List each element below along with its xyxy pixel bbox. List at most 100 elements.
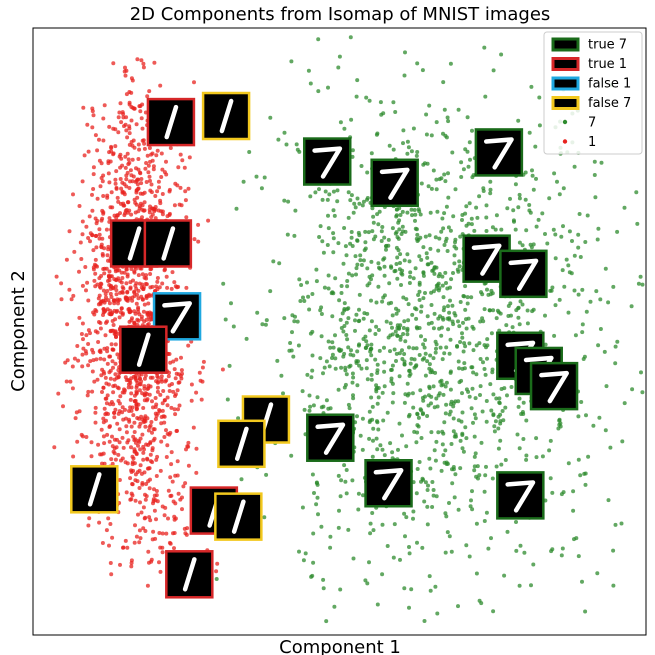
point-1 bbox=[116, 386, 121, 391]
point-7 bbox=[456, 269, 461, 274]
point-7 bbox=[524, 228, 529, 233]
point-7 bbox=[516, 404, 521, 409]
point-1 bbox=[170, 479, 175, 484]
point-7 bbox=[349, 230, 354, 234]
point-7 bbox=[301, 558, 306, 563]
point-1 bbox=[137, 104, 142, 109]
point-1 bbox=[140, 297, 145, 302]
point-7 bbox=[345, 279, 350, 283]
point-7 bbox=[449, 549, 454, 554]
point-7 bbox=[452, 253, 457, 258]
point-1 bbox=[86, 342, 91, 346]
point-7 bbox=[427, 362, 432, 367]
point-7 bbox=[460, 331, 464, 336]
point-1 bbox=[108, 368, 113, 373]
point-7 bbox=[440, 442, 445, 447]
point-1 bbox=[127, 186, 132, 190]
point-7 bbox=[351, 396, 356, 401]
point-1 bbox=[143, 497, 148, 502]
point-1 bbox=[90, 347, 95, 352]
point-7 bbox=[405, 393, 410, 398]
point-7 bbox=[555, 179, 559, 184]
point-7 bbox=[364, 366, 369, 371]
point-1 bbox=[113, 144, 118, 149]
point-7 bbox=[363, 240, 368, 245]
point-1 bbox=[189, 382, 194, 387]
point-7 bbox=[448, 337, 453, 342]
point-7 bbox=[356, 507, 361, 512]
point-1 bbox=[155, 189, 160, 194]
point-7 bbox=[550, 490, 555, 495]
point-1 bbox=[80, 232, 85, 237]
point-7 bbox=[506, 314, 511, 318]
point-1 bbox=[111, 151, 116, 156]
point-7 bbox=[375, 371, 380, 375]
point-7 bbox=[397, 326, 401, 331]
point-1 bbox=[130, 157, 135, 162]
point-1 bbox=[125, 297, 130, 302]
point-1 bbox=[134, 301, 139, 306]
point-1 bbox=[103, 375, 108, 380]
point-1 bbox=[122, 387, 126, 392]
point-1 bbox=[73, 416, 78, 421]
point-7 bbox=[446, 195, 451, 200]
point-1 bbox=[134, 402, 139, 407]
point-7 bbox=[489, 288, 494, 293]
point-1 bbox=[177, 380, 182, 385]
point-7 bbox=[275, 358, 280, 363]
point-7 bbox=[407, 605, 411, 610]
point-7 bbox=[358, 253, 363, 258]
point-1 bbox=[97, 520, 102, 525]
point-7 bbox=[425, 314, 430, 319]
point-7 bbox=[227, 363, 232, 368]
point-7 bbox=[514, 520, 518, 524]
point-7 bbox=[545, 241, 550, 246]
point-7 bbox=[392, 269, 397, 274]
point-7 bbox=[337, 508, 341, 513]
point-1 bbox=[154, 517, 158, 522]
point-1 bbox=[130, 460, 135, 465]
point-7 bbox=[363, 346, 368, 350]
point-7 bbox=[441, 295, 446, 300]
point-1 bbox=[121, 445, 126, 450]
point-7 bbox=[339, 365, 344, 370]
point-7 bbox=[414, 227, 419, 232]
point-7 bbox=[503, 405, 508, 410]
point-7 bbox=[576, 554, 581, 559]
point-7 bbox=[319, 334, 324, 339]
point-1 bbox=[118, 394, 123, 399]
point-1 bbox=[146, 301, 151, 306]
point-7 bbox=[426, 403, 431, 408]
point-1 bbox=[153, 194, 158, 198]
point-1 bbox=[141, 65, 146, 70]
point-1 bbox=[93, 133, 98, 138]
point-7 bbox=[400, 272, 405, 277]
point-7 bbox=[350, 380, 355, 385]
point-1 bbox=[123, 375, 128, 380]
point-7 bbox=[491, 412, 496, 417]
point-7 bbox=[382, 369, 387, 374]
point-1 bbox=[102, 357, 107, 362]
point-7 bbox=[386, 301, 391, 306]
point-1 bbox=[142, 302, 147, 307]
point-7 bbox=[371, 214, 376, 219]
point-7 bbox=[320, 239, 325, 244]
point-7 bbox=[331, 236, 336, 241]
point-7 bbox=[469, 406, 474, 411]
point-7 bbox=[352, 201, 357, 206]
point-7 bbox=[336, 387, 341, 392]
point-7 bbox=[466, 316, 471, 321]
point-7 bbox=[461, 449, 466, 454]
point-7 bbox=[619, 521, 624, 526]
point-1 bbox=[54, 274, 59, 279]
point-7 bbox=[435, 404, 440, 409]
point-7 bbox=[572, 288, 577, 293]
point-7 bbox=[356, 343, 361, 348]
point-7 bbox=[531, 307, 536, 312]
point-1 bbox=[129, 212, 134, 217]
point-1 bbox=[84, 224, 89, 229]
point-7 bbox=[414, 316, 419, 321]
point-1 bbox=[145, 94, 150, 99]
point-1 bbox=[178, 373, 183, 378]
digit-stroke bbox=[164, 104, 179, 140]
